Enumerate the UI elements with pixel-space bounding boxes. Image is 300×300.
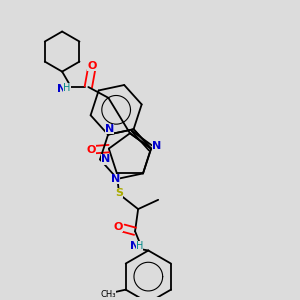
Text: N: N <box>105 124 114 134</box>
Text: O: O <box>86 146 96 155</box>
Text: CH₃: CH₃ <box>100 290 116 299</box>
Text: N: N <box>152 141 161 151</box>
Text: H: H <box>63 83 70 93</box>
Text: S: S <box>115 188 123 198</box>
Text: H: H <box>136 241 143 251</box>
Text: N: N <box>130 241 139 251</box>
Text: N: N <box>57 84 66 94</box>
Text: O: O <box>114 222 123 232</box>
Text: N: N <box>101 154 110 164</box>
Text: O: O <box>87 61 97 71</box>
Text: N: N <box>111 174 120 184</box>
